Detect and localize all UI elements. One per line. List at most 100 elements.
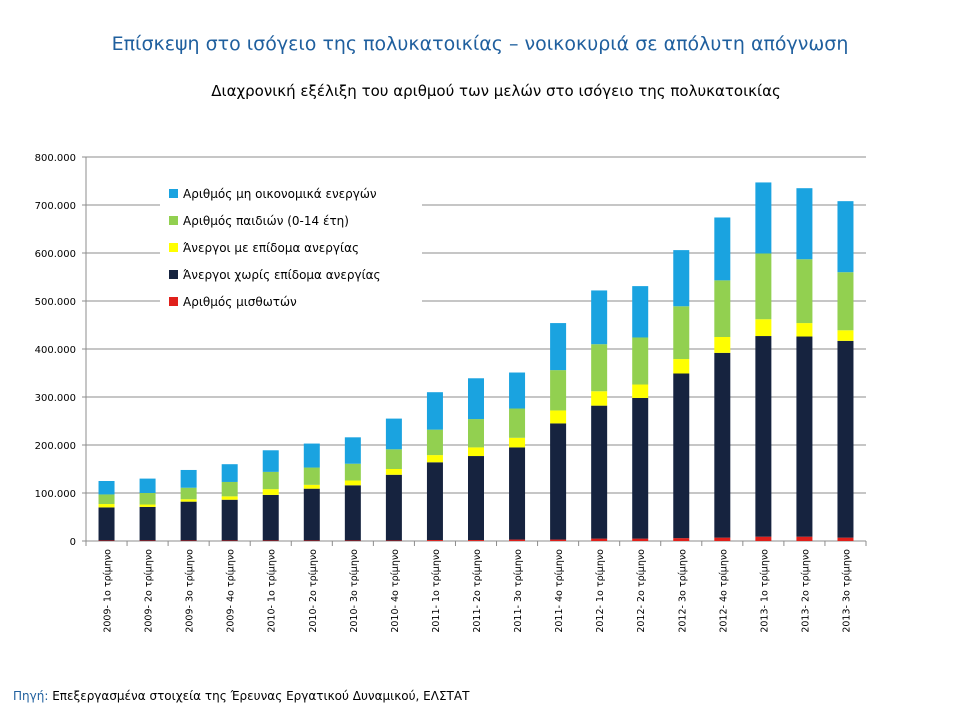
x-tick-label: 2010- 4ο τρίμηνο — [390, 549, 401, 633]
bar-segment — [385, 418, 402, 450]
x-tick-label: 2010- 2ο τρίμηνο — [308, 549, 319, 633]
bar-segment — [180, 487, 197, 500]
bar-segment — [509, 539, 526, 541]
bar-segment — [509, 372, 526, 409]
bar-segment — [139, 506, 156, 541]
bar-segment — [98, 481, 115, 495]
bar-segment — [796, 323, 813, 337]
x-tick-label: 2011- 1ο τρίμηνο — [431, 549, 442, 633]
legend-label: Αριθμός μη οικονομικά ενεργών — [183, 187, 377, 201]
tick-labels: 0 100.000 200.000 300.000 400.000 500.000 600.… — [35, 153, 853, 633]
bar-segment — [550, 539, 567, 541]
bar-segment — [796, 259, 813, 324]
bar-segment — [385, 449, 402, 469]
bar-segment — [468, 378, 484, 420]
source-text: Επεξεργασμένα στοιχεία της Έρευνας Εργατ… — [52, 689, 470, 703]
bar-segment — [837, 330, 854, 341]
bar-segment — [591, 290, 608, 345]
bar-segment — [796, 188, 813, 260]
bar-segment — [426, 429, 443, 456]
bar-segment — [221, 481, 238, 497]
bar-segment — [550, 323, 567, 371]
y-tick-label: 500.000 — [35, 297, 76, 308]
bar-segment — [303, 488, 320, 541]
bar-segment — [139, 478, 156, 493]
legend-swatch — [169, 243, 178, 252]
bar-segment — [673, 306, 690, 360]
bar-segment — [385, 469, 402, 475]
x-tick-label: 2009- 2ο τρίμηνο — [144, 549, 155, 633]
x-tick-label: 2012- 4ο τρίμηνο — [718, 549, 729, 633]
bar-segment — [468, 456, 484, 541]
x-tick-label: 2013- 1ο τρίμηνο — [759, 549, 770, 633]
bar-segment — [344, 485, 361, 541]
bar-segment — [426, 455, 443, 463]
legend-swatch — [169, 297, 178, 306]
legend-swatch — [169, 189, 178, 198]
chart-title: Διαχρονική εξέλιξη του αριθμού των μελών… — [211, 82, 781, 100]
bar-segment — [344, 463, 361, 481]
bar-segment — [139, 493, 156, 505]
x-tick-label: 2012- 2ο τρίμηνο — [636, 549, 647, 633]
y-tick-label: 200.000 — [35, 441, 76, 452]
bar-segment — [468, 419, 484, 448]
source-label: Πηγή: — [13, 689, 49, 703]
bar-segment — [468, 447, 484, 457]
bar-segment — [714, 217, 731, 281]
bar-segment — [426, 540, 443, 541]
legend-swatch — [169, 270, 178, 279]
legend-label: Άνεργοι χωρίς επίδομα ανεργίας — [183, 268, 381, 282]
bar-segment — [426, 392, 443, 430]
bar-segment — [673, 359, 690, 374]
legend-label: Αριθμός μισθωτών — [183, 295, 297, 309]
x-tick-label: 2010- 1ο τρίμηνο — [267, 549, 278, 633]
y-tick-label: 0 — [70, 537, 76, 548]
bar-segment — [632, 538, 649, 541]
bar-segment — [632, 337, 649, 385]
legend: Αριθμός μη οικονομικά ενεργών Αριθμός παι… — [160, 175, 422, 313]
bar-segment — [509, 408, 526, 438]
bar-segment — [591, 405, 608, 539]
bars — [98, 182, 854, 541]
x-tick-label: 2012- 1ο τρίμηνο — [595, 549, 606, 633]
legend-swatch — [169, 216, 178, 225]
bar-segment — [221, 496, 238, 500]
y-tick-label: 800.000 — [35, 153, 76, 164]
bar-segment — [714, 352, 731, 538]
x-tick-label: 2009- 3ο τρίμηνο — [185, 549, 196, 633]
bar-segment — [591, 391, 608, 406]
bar-segment — [632, 286, 649, 338]
x-tick-label: 2009- 1ο τρίμηνο — [103, 549, 114, 633]
bar-segment — [303, 484, 320, 489]
bar-segment — [837, 272, 854, 331]
bar-segment — [755, 319, 772, 337]
bar-segment — [98, 507, 115, 541]
bar-segment — [180, 469, 197, 488]
bar-segment — [303, 443, 320, 468]
bar-segment — [550, 410, 567, 424]
y-tick-label: 400.000 — [35, 345, 76, 356]
bar-segment — [303, 467, 320, 485]
bar-segment — [180, 501, 197, 541]
x-tick-label: 2011- 2ο τρίμηνο — [472, 549, 483, 633]
x-tick-label: 2011- 3ο τρίμηνο — [513, 549, 524, 633]
x-tick-label: 2011- 4ο τρίμηνο — [554, 549, 565, 633]
bar-segment — [509, 447, 526, 540]
y-tick-label: 100.000 — [35, 489, 76, 500]
bar-segment — [385, 474, 402, 541]
x-tick-label: 2009- 4ο τρίμηνο — [226, 549, 237, 633]
bar-segment — [221, 499, 238, 541]
bar-segment — [714, 337, 731, 353]
bar-segment — [468, 540, 484, 541]
bar-segment — [221, 464, 238, 482]
slide-title: Επίσκεψη στο ισόγειο της πολυκατοικίας –… — [111, 33, 849, 55]
y-tick-label: 600.000 — [35, 249, 76, 260]
bar-segment — [755, 182, 772, 254]
x-tick-label: 2010- 3ο τρίμηνο — [349, 549, 360, 633]
x-tick-label: 2012- 3ο τρίμηνο — [677, 549, 688, 633]
bar-segment — [591, 538, 608, 541]
x-tick-label: 2013- 2ο τρίμηνο — [800, 549, 811, 633]
bar-segment — [755, 336, 772, 537]
y-tick-label: 700.000 — [35, 201, 76, 212]
